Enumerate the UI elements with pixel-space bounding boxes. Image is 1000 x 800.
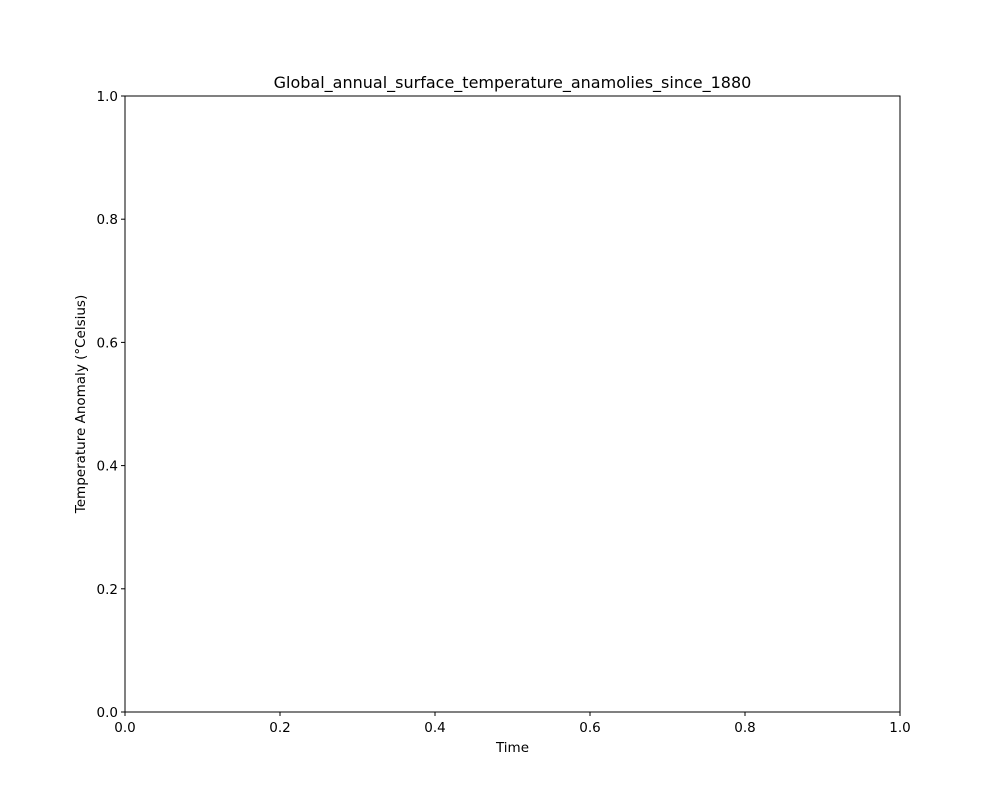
x-tick-label: 0.2 <box>269 720 290 736</box>
y-axis-label: Temperature Anomaly (°Celsius) <box>73 295 89 514</box>
chart-title: Global_annual_surface_temperature_anamol… <box>274 73 752 93</box>
x-axis: 0.0 0.2 0.4 0.6 0.8 1.0 <box>114 712 911 736</box>
x-tick-label: 1.0 <box>889 720 910 736</box>
y-tick-label: 0.0 <box>97 705 118 721</box>
y-tick-label: 0.6 <box>97 335 118 351</box>
x-tick-label: 0.0 <box>114 720 135 736</box>
x-tick-label: 0.4 <box>424 720 445 736</box>
x-tick-label: 0.6 <box>579 720 600 736</box>
y-tick-label: 1.0 <box>97 89 118 105</box>
y-tick-label: 0.8 <box>97 212 118 228</box>
y-tick-label: 0.4 <box>97 459 118 475</box>
x-tick-label: 0.8 <box>734 720 755 736</box>
y-tick-label: 0.2 <box>97 582 118 598</box>
plot-area-frame <box>124 95 901 713</box>
x-axis-label: Time <box>495 740 529 756</box>
y-axis: 0.0 0.2 0.4 0.6 0.8 1.0 <box>97 89 125 721</box>
